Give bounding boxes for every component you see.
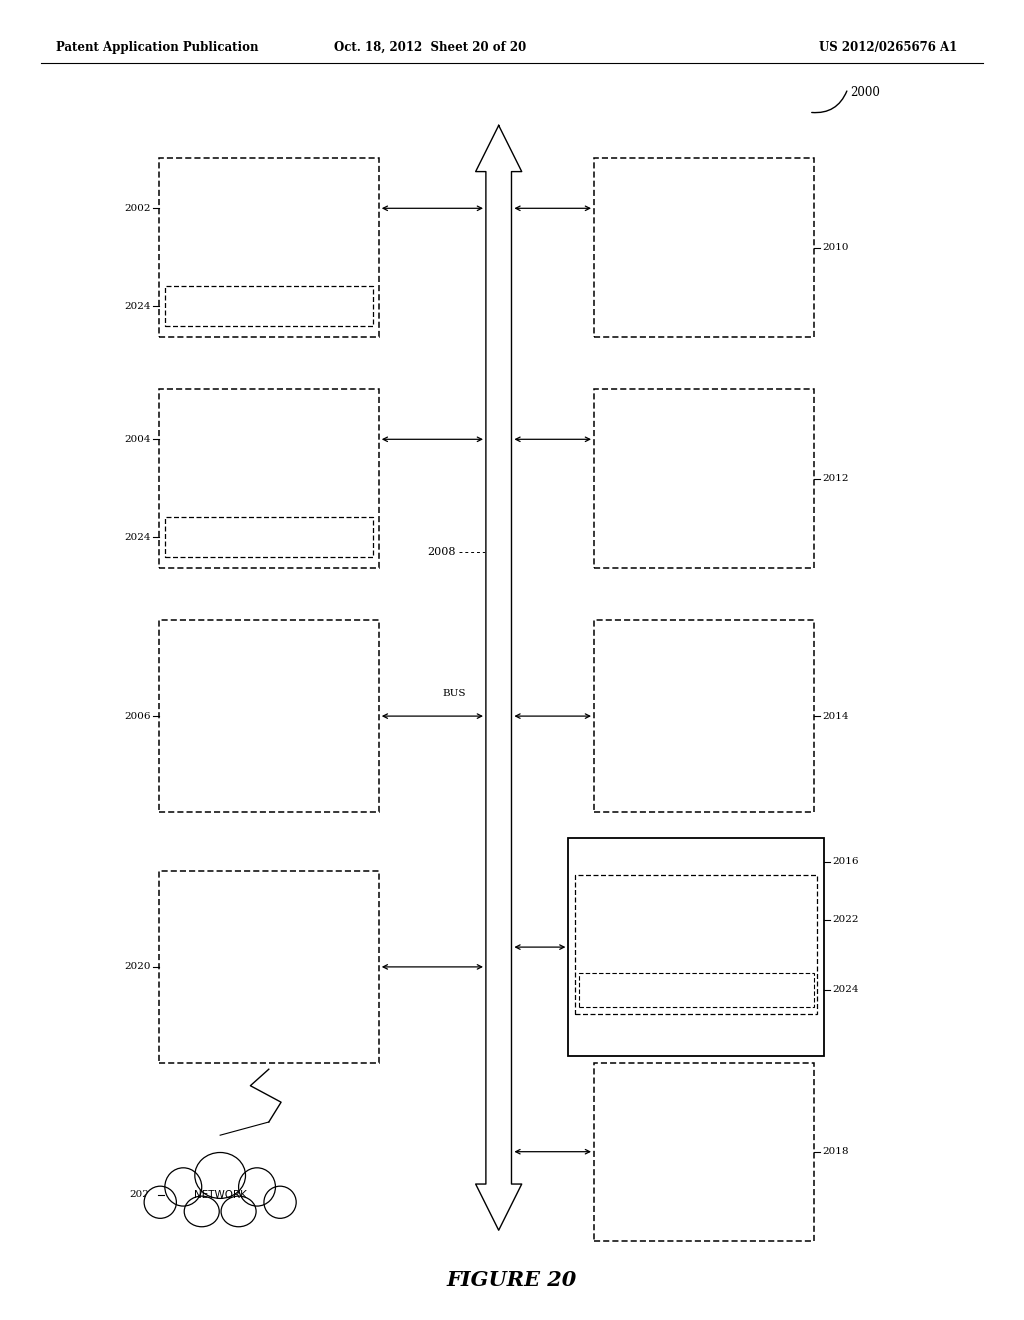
FancyBboxPatch shape [159, 158, 379, 337]
Text: 2018: 2018 [822, 1147, 849, 1156]
FancyBboxPatch shape [165, 286, 373, 326]
FancyBboxPatch shape [159, 871, 379, 1063]
Ellipse shape [239, 1168, 275, 1206]
Text: SIGNAL
GENERATION
DEVICE: SIGNAL GENERATION DEVICE [668, 1135, 740, 1168]
Text: Oct. 18, 2012  Sheet 20 of 20: Oct. 18, 2012 Sheet 20 of 20 [334, 41, 526, 54]
Text: BUS: BUS [442, 689, 466, 697]
Text: VIDEO
DISPLAY: VIDEO DISPLAY [681, 236, 727, 259]
Text: CURSOR
CONTROL
DEVICE: CURSOR CONTROL DEVICE [677, 700, 731, 733]
Text: NETWORK: NETWORK [194, 1189, 247, 1200]
Text: 2014: 2014 [822, 711, 849, 721]
Ellipse shape [264, 1187, 296, 1218]
FancyBboxPatch shape [579, 973, 814, 1007]
Ellipse shape [195, 1152, 246, 1199]
FancyBboxPatch shape [594, 158, 814, 337]
Text: 2008: 2008 [427, 546, 456, 557]
Text: 2016: 2016 [833, 858, 859, 866]
FancyBboxPatch shape [594, 1063, 814, 1241]
Text: 2012: 2012 [822, 474, 849, 483]
Text: INSTRUCTIONS: INSTRUCTIONS [236, 302, 302, 310]
Polygon shape [475, 125, 521, 1230]
Text: FIGURE 20: FIGURE 20 [446, 1270, 578, 1291]
Text: ALPHA-NUMERIC
INPUT DEVICE: ALPHA-NUMERIC INPUT DEVICE [657, 467, 751, 490]
Text: COMPUTER-
READABLE
MEDIUM: COMPUTER- READABLE MEDIUM [668, 903, 725, 936]
Text: 2024: 2024 [124, 533, 151, 541]
Text: 2026: 2026 [129, 1191, 156, 1199]
Ellipse shape [221, 1196, 256, 1226]
Text: 2002: 2002 [124, 203, 151, 213]
Text: PROCESSOR: PROCESSOR [234, 174, 303, 185]
Text: 2020: 2020 [124, 962, 151, 972]
FancyBboxPatch shape [594, 389, 814, 568]
Ellipse shape [184, 1196, 219, 1226]
Text: 2006: 2006 [124, 711, 151, 721]
Ellipse shape [144, 1187, 176, 1218]
FancyBboxPatch shape [594, 620, 814, 812]
Text: 2000: 2000 [850, 86, 880, 99]
Text: DRIVE UNIT: DRIVE UNIT [667, 851, 726, 862]
Text: 2010: 2010 [822, 243, 849, 252]
Text: Patent Application Publication: Patent Application Publication [56, 41, 259, 54]
FancyBboxPatch shape [159, 389, 379, 568]
Text: US 2012/0265676 A1: US 2012/0265676 A1 [819, 41, 957, 54]
Ellipse shape [165, 1168, 202, 1206]
Text: NETWORK
INTERFACE
DEVICE: NETWORK INTERFACE DEVICE [239, 950, 299, 983]
Text: 2024: 2024 [124, 302, 151, 310]
Text: 2024: 2024 [833, 986, 859, 994]
Text: INSTRUCTIONS: INSTRUCTIONS [236, 533, 302, 541]
FancyBboxPatch shape [159, 620, 379, 812]
FancyBboxPatch shape [575, 875, 817, 1014]
FancyBboxPatch shape [568, 838, 824, 1056]
FancyBboxPatch shape [165, 517, 373, 557]
Text: STATIC
MEMORY: STATIC MEMORY [245, 705, 293, 727]
Text: MAIN MEMORY: MAIN MEMORY [228, 405, 309, 416]
Text: 2004: 2004 [124, 434, 151, 444]
Text: INSTRUCTIONS: INSTRUCTIONS [663, 986, 730, 994]
Text: 2022: 2022 [833, 915, 859, 924]
